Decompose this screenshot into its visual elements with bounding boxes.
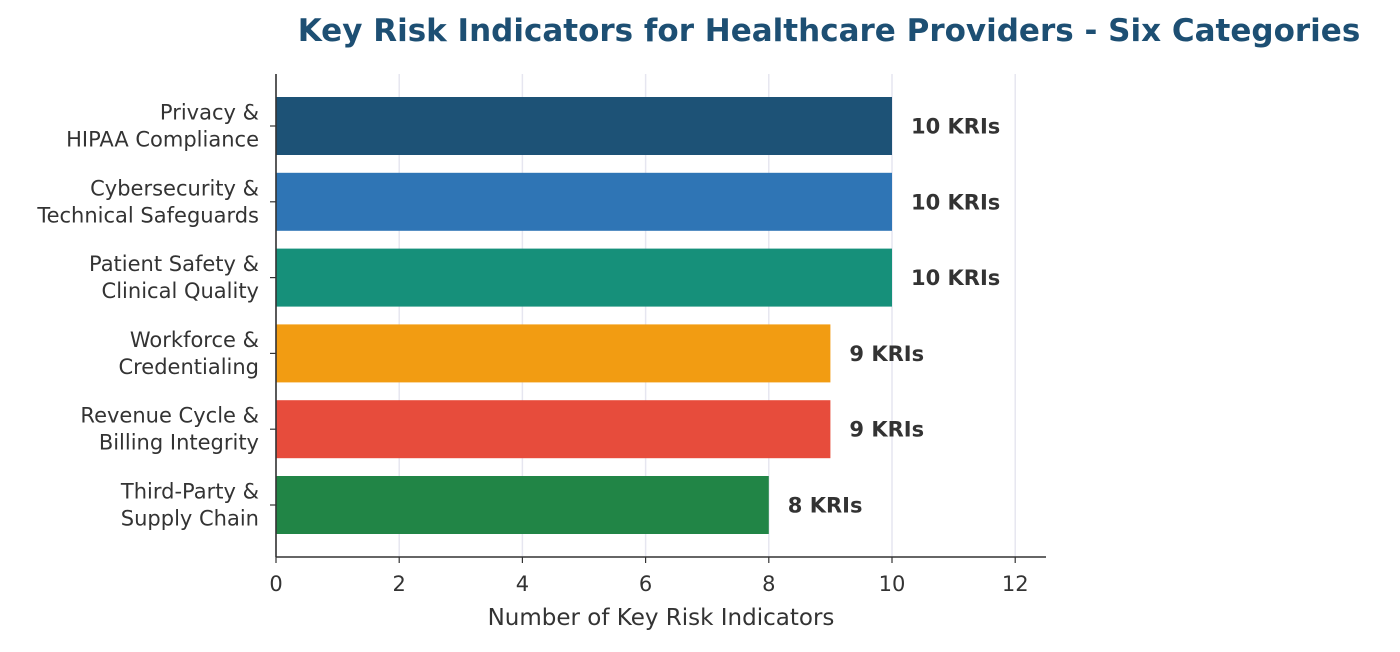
bar-value-label: 10 KRIs [911,115,1000,139]
y-tick-label: Patient Safety & Clinical Quality [89,252,259,303]
y-tick-label: Workforce & Credentialing [118,328,259,379]
bar [276,476,769,534]
bars [276,97,892,534]
bar-value-label: 9 KRIs [849,342,924,366]
y-tick-label: Revenue Cycle & Billing Integrity [80,404,259,455]
y-tick-label-line: HIPAA Compliance [66,128,259,152]
y-tick-label-line: Third-Party & [120,480,259,504]
x-tick-label: 6 [639,572,652,596]
x-tick-label: 0 [269,572,282,596]
y-tick-label-line: Workforce & [130,328,259,352]
bar-value-label: 10 KRIs [911,190,1000,214]
y-tick-label-line: Billing Integrity [99,431,259,455]
y-tick-label-line: Privacy & [160,101,259,125]
y-tick-label: Third-Party & Supply Chain [120,480,259,531]
x-tick-label: 10 [879,572,906,596]
bar-value-label: 10 KRIs [911,266,1000,290]
y-tick-label-line: Patient Safety & [89,252,259,276]
bar [276,400,831,459]
bar-value-label: 8 KRIs [788,494,863,518]
chart-title: Key Risk Indicators for Healthcare Provi… [298,13,1361,49]
y-tick-label-line: Cybersecurity & [90,176,259,200]
axes [270,74,1046,563]
labels: 10 KRIs Privacy & HIPAA Compliance 10 KRIs C… [36,101,1028,597]
x-tick-label: 12 [1002,572,1029,596]
y-tick-label-line: Technical Safeguards [36,203,259,227]
y-tick-label: Privacy & HIPAA Compliance [66,101,259,152]
bar [276,172,892,231]
y-tick-label-line: Supply Chain [121,507,259,531]
bar-value-label: 9 KRIs [849,418,924,442]
y-tick-label: Cybersecurity & Technical Safeguards [36,176,259,227]
x-axis-label: Number of Key Risk Indicators [488,605,835,631]
x-tick-label: 8 [762,572,775,596]
bar [276,248,892,307]
bar [276,97,892,155]
y-tick-label-line: Revenue Cycle & [80,404,259,428]
bar [276,324,831,383]
y-tick-label-line: Credentialing [118,355,259,379]
x-tick-label: 4 [516,572,529,596]
x-tick-label: 2 [393,572,406,596]
y-tick-label-line: Clinical Quality [102,279,259,303]
